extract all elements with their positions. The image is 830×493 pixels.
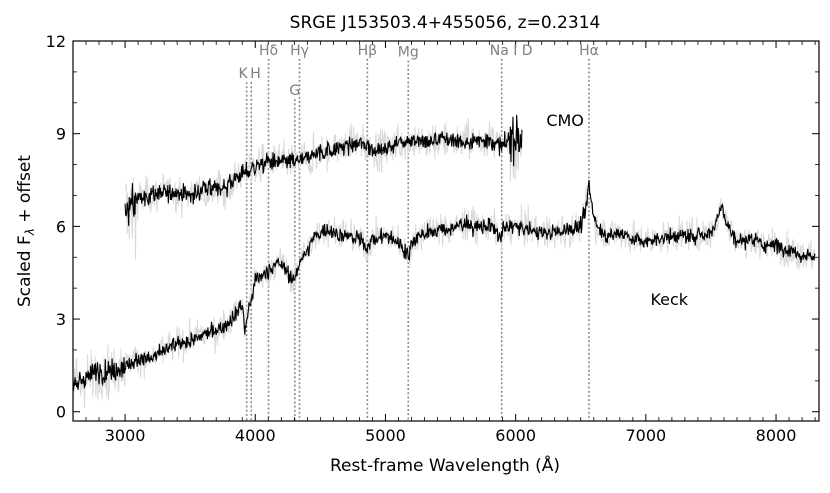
x-tick-label-5: 8000 (756, 426, 797, 445)
x-tick-label-2: 5000 (365, 426, 406, 445)
plot-area (73, 58, 816, 421)
line-label-5-h-: Hβ (358, 43, 377, 59)
x-tick-label-0: 3000 (105, 426, 146, 445)
x-tick-label-1: 4000 (235, 426, 276, 445)
y-tick-label-3: 9 (56, 125, 66, 144)
line-label-2-h-: Hδ (259, 43, 278, 59)
y-tick-label-0: 0 (56, 403, 66, 422)
y-tick-label-1: 3 (56, 310, 66, 329)
y-axis-label-sub: λ (23, 228, 37, 236)
y-axis-label: Scaled Fλ + offset (15, 155, 37, 307)
line-label-6-mg: Mg (398, 44, 419, 60)
plot-frame (72, 40, 820, 422)
series-keck-line (73, 179, 816, 391)
series-label-cmo: CMO (546, 111, 584, 130)
line-label-7-na-i-d: Na I D (490, 43, 533, 59)
axis-ticks: 3000 4000 5000 6000 7000 8000 0 3 6 9 12 (46, 32, 819, 445)
series-keck-raw-line (73, 182, 816, 408)
spectral-line-labels: K H Hδ G Hγ Hβ Mg Na I D Hα CMO Keck (238, 43, 688, 309)
line-label-1-h: H (250, 66, 261, 82)
series-group (73, 114, 816, 408)
x-tick-label-3: 6000 (495, 426, 536, 445)
y-tick-label-4: 12 (46, 32, 66, 51)
series-label-keck: Keck (650, 290, 688, 309)
x-tick-label-4: 7000 (625, 426, 666, 445)
series-cmo-line (124, 114, 523, 226)
line-label-0-k: K (238, 66, 248, 82)
y-tick-label-2: 6 (56, 217, 66, 236)
y-axis-label-main: Scaled F (15, 235, 35, 307)
chart-title: SRGE J153503.4+455056, z=0.2314 (290, 13, 601, 33)
line-label-3-g: G (289, 83, 300, 99)
x-axis-label: Rest-frame Wavelength (Å) (330, 454, 560, 476)
line-label-8-h-: Hα (579, 43, 599, 59)
line-label-4-h-: Hγ (290, 43, 309, 59)
y-axis-label-tail: + offset (15, 155, 35, 228)
